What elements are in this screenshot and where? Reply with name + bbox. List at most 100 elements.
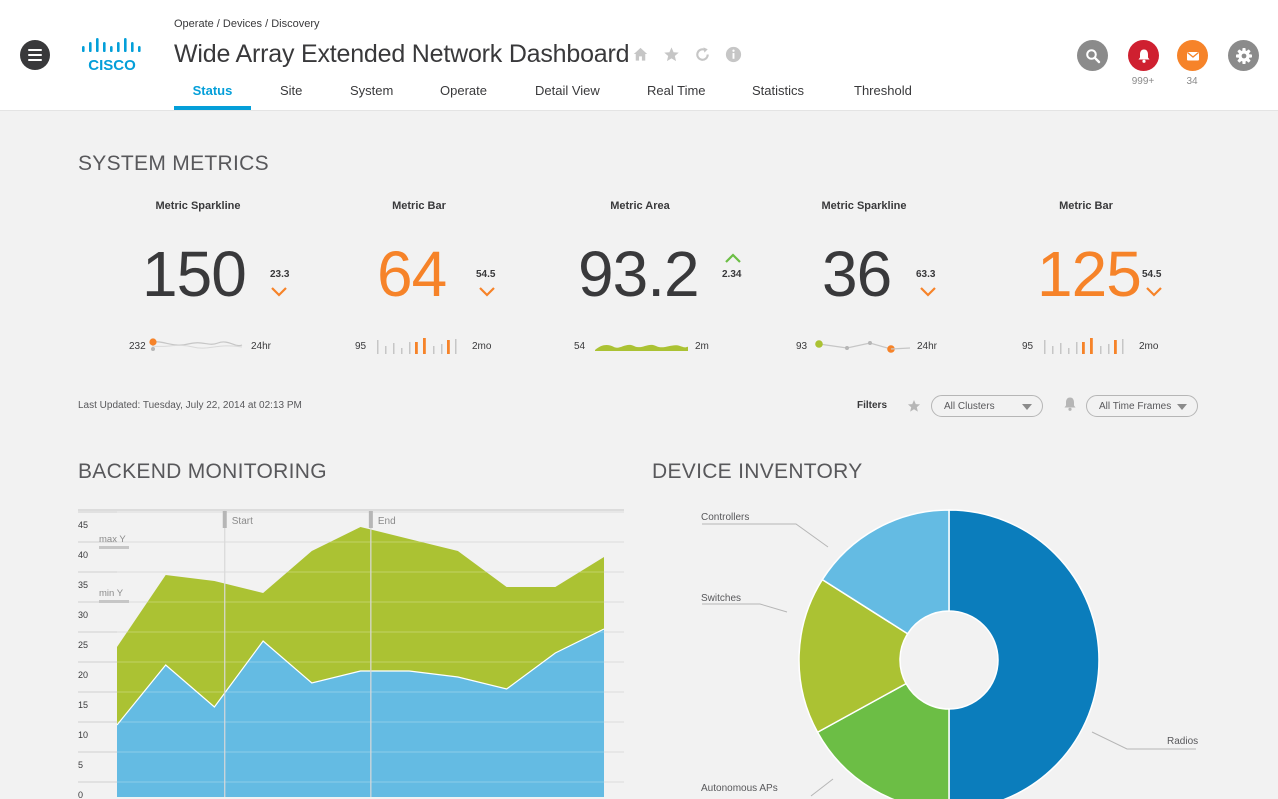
star-icon[interactable] bbox=[662, 45, 681, 64]
gear-icon bbox=[1235, 47, 1252, 64]
alerts-button[interactable] bbox=[1128, 40, 1159, 71]
area-series-1 bbox=[117, 629, 604, 797]
spark-min-label: 54 bbox=[574, 341, 586, 352]
reference-line-label: min Y bbox=[99, 588, 124, 599]
spark-range-label: 24hr bbox=[917, 341, 938, 352]
reference-line-label: max Y bbox=[99, 534, 126, 545]
slice-leader-line bbox=[702, 603, 788, 613]
tab-detail-view[interactable]: Detail View bbox=[535, 83, 600, 98]
tab-threshold[interactable]: Threshold bbox=[854, 83, 912, 98]
tab-site[interactable]: Site bbox=[280, 83, 303, 98]
donut-slice[interactable] bbox=[821, 509, 950, 635]
cluster-filter-value: All Clusters bbox=[944, 401, 995, 412]
top-header: CISCO Operate / Devices / Discovery Wide… bbox=[0, 0, 1278, 111]
metric-label: Metric Bar bbox=[1059, 200, 1113, 212]
trend-down-icon bbox=[1146, 287, 1162, 297]
sparkline bbox=[149, 338, 243, 351]
tab-status[interactable]: Status bbox=[174, 82, 251, 110]
spark-min-label: 95 bbox=[355, 341, 367, 352]
slice-label: Radios bbox=[1167, 736, 1198, 747]
y-tick-label: 20 bbox=[78, 670, 88, 680]
tab-operate[interactable]: Operate bbox=[440, 83, 487, 98]
slice-label: Controllers bbox=[701, 512, 749, 523]
sparkline bbox=[815, 340, 911, 353]
slice-label: Switches bbox=[701, 593, 741, 604]
metric-value: 93.2 bbox=[578, 238, 700, 310]
metric-label: Metric Bar bbox=[392, 200, 446, 212]
metric-delta: 54.5 bbox=[1142, 269, 1162, 280]
slice-label: Autonomous APs bbox=[701, 783, 778, 794]
menu-icon[interactable] bbox=[20, 40, 50, 70]
donut-slice[interactable] bbox=[816, 682, 950, 799]
spark-min-label: 95 bbox=[1022, 341, 1034, 352]
favorite-filter-star-icon[interactable] bbox=[906, 398, 922, 414]
trend-down-icon bbox=[271, 287, 287, 297]
y-tick-label: 40 bbox=[78, 550, 88, 560]
series-boundary-line bbox=[116, 628, 605, 726]
slice-leader-line bbox=[702, 523, 829, 548]
page-title: Wide Array Extended Network Dashboard bbox=[174, 40, 630, 68]
reference-line-handle[interactable] bbox=[99, 600, 129, 603]
y-tick-label: 35 bbox=[78, 580, 88, 590]
metric-card: Metric Bar 125 54.5 95 2mo bbox=[976, 200, 1196, 360]
range-marker-handle[interactable] bbox=[368, 511, 373, 528]
alerts-count: 999+ bbox=[1131, 76, 1155, 87]
backend-monitoring-title: BACKEND MONITORING bbox=[78, 460, 327, 483]
metric-label: Metric Sparkline bbox=[155, 200, 241, 212]
bell-icon bbox=[1138, 49, 1149, 63]
tab-real-time[interactable]: Real Time bbox=[647, 83, 706, 98]
trend-down-icon bbox=[479, 287, 495, 297]
cisco-logo[interactable]: CISCO bbox=[80, 38, 144, 74]
timeframe-filter-dropdown[interactable]: All Time Frames bbox=[1086, 395, 1198, 417]
spark-range-label: 2mo bbox=[1139, 341, 1159, 352]
search-icon bbox=[1085, 48, 1100, 63]
metric-card: Metric Sparkline 36 63.3 93 24hr bbox=[754, 200, 974, 360]
reference-line-handle[interactable] bbox=[99, 546, 129, 549]
range-marker-label: End bbox=[378, 516, 396, 527]
metric-card: Metric Area 93.2 2.34 54 2m bbox=[530, 200, 750, 360]
y-tick-label: 45 bbox=[78, 520, 88, 530]
system-metrics-title: SYSTEM METRICS bbox=[78, 152, 269, 175]
chevron-down-icon bbox=[1022, 404, 1032, 410]
y-tick-label: 15 bbox=[78, 700, 88, 710]
metric-value: 125 bbox=[1037, 238, 1142, 310]
range-marker-handle[interactable] bbox=[222, 511, 227, 528]
info-icon[interactable] bbox=[724, 45, 743, 64]
metric-value: 64 bbox=[377, 238, 447, 310]
tab-statistics[interactable]: Statistics bbox=[752, 83, 805, 98]
metric-delta: 54.5 bbox=[476, 269, 496, 280]
metric-delta: 63.3 bbox=[916, 269, 936, 280]
metric-label: Metric Area bbox=[610, 200, 670, 212]
title-actions bbox=[631, 45, 743, 64]
trend-down-icon bbox=[920, 287, 936, 297]
y-tick-label: 10 bbox=[78, 730, 88, 740]
messages-button[interactable] bbox=[1177, 40, 1208, 71]
tab-system[interactable]: System bbox=[350, 83, 394, 98]
timeframe-filter-value: All Time Frames bbox=[1099, 401, 1172, 412]
area-series-2 bbox=[117, 527, 604, 725]
spark-min-label: 93 bbox=[796, 341, 808, 352]
slice-leader-line bbox=[1091, 731, 1196, 750]
donut-slice[interactable] bbox=[948, 509, 1100, 799]
metric-delta: 23.3 bbox=[270, 269, 290, 280]
settings-button[interactable] bbox=[1228, 40, 1259, 71]
spark-bars bbox=[1044, 338, 1124, 354]
slice-leader-line bbox=[810, 778, 834, 797]
donut-slice[interactable] bbox=[798, 578, 909, 734]
cluster-filter-dropdown[interactable]: All Clusters bbox=[931, 395, 1043, 417]
spark-area bbox=[595, 344, 688, 351]
refresh-icon[interactable] bbox=[693, 45, 712, 64]
search-button[interactable] bbox=[1077, 40, 1108, 71]
breadcrumb[interactable]: Operate / Devices / Discovery bbox=[174, 18, 320, 30]
messages-count: 34 bbox=[1186, 76, 1198, 87]
y-tick-label: 30 bbox=[78, 610, 88, 620]
cisco-logo-bars: CISCO bbox=[82, 38, 141, 74]
spark-range-label: 24hr bbox=[251, 341, 272, 352]
bell-filter-icon[interactable] bbox=[1062, 396, 1078, 412]
last-updated: Last Updated: Tuesday, July 22, 2014 at … bbox=[78, 400, 302, 411]
metric-delta: 2.34 bbox=[722, 269, 742, 280]
chevron-down-icon bbox=[1177, 404, 1187, 410]
home-icon[interactable] bbox=[631, 45, 650, 64]
